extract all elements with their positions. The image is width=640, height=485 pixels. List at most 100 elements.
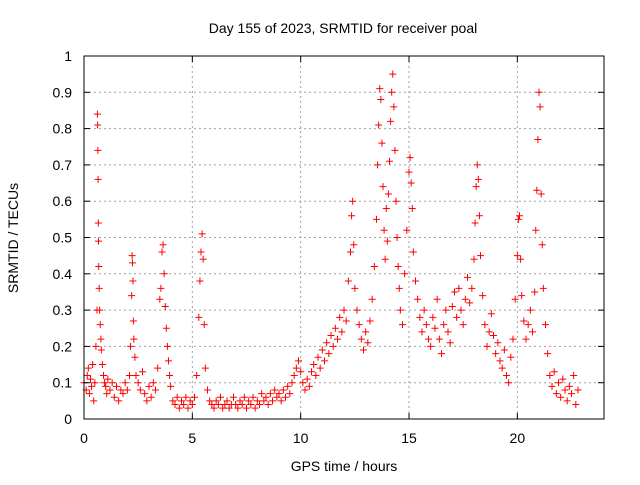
data-point <box>418 328 426 336</box>
data-point <box>159 241 167 249</box>
data-point <box>94 121 102 129</box>
data-point <box>126 371 133 379</box>
data-point <box>396 306 404 314</box>
data-point <box>310 361 318 369</box>
data-point <box>323 339 331 347</box>
data-point <box>390 103 398 111</box>
data-point <box>286 390 294 398</box>
data-point <box>513 252 521 260</box>
data-point <box>290 371 298 379</box>
data-point <box>473 161 481 169</box>
data-point <box>102 382 110 390</box>
data-point <box>555 379 562 387</box>
data-point <box>98 361 106 369</box>
data-point <box>198 230 206 238</box>
data-point <box>355 321 363 329</box>
y-tick-label: 0.2 <box>53 338 73 354</box>
data-point <box>90 397 98 405</box>
x-axis-label: GPS time / hours <box>291 458 398 474</box>
data-point <box>221 400 229 408</box>
data-point <box>123 386 131 394</box>
data-point <box>520 317 528 325</box>
data-point <box>438 350 445 358</box>
data-point <box>197 248 205 256</box>
data-point <box>538 241 546 249</box>
data-point <box>387 117 395 125</box>
data-point <box>149 379 157 387</box>
data-point <box>173 393 181 401</box>
data-point <box>129 317 137 325</box>
data-point <box>448 302 456 310</box>
data-point <box>110 393 118 401</box>
data-point <box>97 335 105 343</box>
data-point <box>301 386 309 394</box>
data-point <box>403 226 411 234</box>
data-point <box>360 346 367 354</box>
data-point <box>503 371 510 379</box>
data-point <box>230 393 237 401</box>
data-point <box>143 397 151 405</box>
data-point <box>266 390 274 398</box>
data-point <box>154 364 162 372</box>
data-point <box>507 353 515 361</box>
data-point <box>340 306 348 314</box>
data-point <box>353 306 361 314</box>
data-point <box>451 288 458 296</box>
data-point <box>249 393 257 401</box>
data-point <box>471 219 479 227</box>
data-point <box>95 284 103 292</box>
data-point <box>357 335 365 343</box>
data-point <box>275 390 283 398</box>
data-point <box>498 364 506 372</box>
data-point <box>152 386 159 394</box>
data-point <box>379 183 387 191</box>
data-point <box>524 321 532 329</box>
data-point <box>386 157 393 165</box>
data-point <box>414 295 422 303</box>
data-point <box>188 400 196 408</box>
data-point <box>158 248 166 256</box>
data-point <box>238 400 246 408</box>
y-axis-label: SRMTID / TECUs <box>5 183 21 293</box>
data-point <box>282 393 289 401</box>
data-point <box>316 364 324 372</box>
x-tick-label: 10 <box>293 430 309 446</box>
y-tick-label: 1 <box>64 48 72 64</box>
data-point <box>406 154 414 162</box>
data-point <box>533 186 541 194</box>
data-point <box>87 375 94 383</box>
data-point <box>382 204 390 212</box>
data-point <box>399 321 406 329</box>
data-point <box>295 357 302 365</box>
data-point <box>91 379 99 387</box>
data-point <box>435 335 443 343</box>
data-point <box>383 237 391 245</box>
data-point <box>139 368 146 376</box>
data-point <box>85 390 93 398</box>
data-point <box>200 321 208 329</box>
data-point <box>500 346 508 354</box>
data-point <box>349 197 357 205</box>
data-point <box>461 295 469 303</box>
data-point <box>483 342 491 350</box>
data-point <box>212 397 220 405</box>
grid-lines <box>84 56 604 419</box>
data-point <box>472 183 480 191</box>
data-point <box>232 400 240 408</box>
data-point <box>570 371 578 379</box>
data-point <box>134 379 142 387</box>
data-point <box>338 328 346 336</box>
data-point <box>376 85 384 93</box>
data-point <box>162 324 170 332</box>
data-point <box>535 88 543 96</box>
data-point <box>201 364 209 372</box>
data-point <box>130 335 138 343</box>
data-point <box>393 234 401 241</box>
data-point <box>94 175 102 183</box>
data-point <box>351 284 359 292</box>
data-point <box>318 346 326 354</box>
y-tick-label: 0.7 <box>53 157 73 173</box>
data-point <box>103 390 111 398</box>
data-point <box>442 306 450 314</box>
